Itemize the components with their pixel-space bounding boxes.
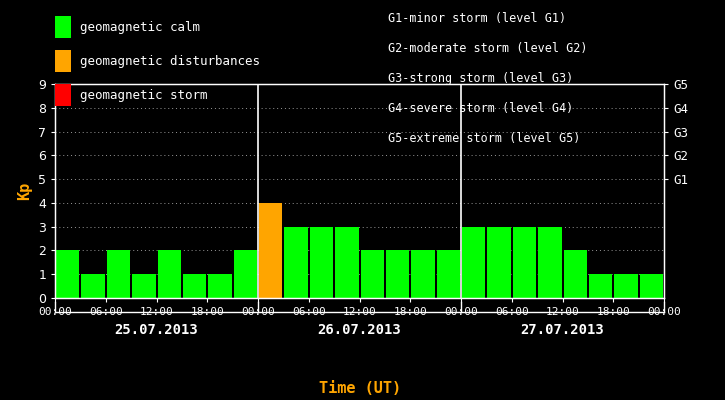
Bar — [614, 274, 638, 298]
Text: G4-severe storm (level G4): G4-severe storm (level G4) — [388, 102, 573, 115]
Text: geomagnetic disturbances: geomagnetic disturbances — [80, 54, 260, 68]
Bar — [56, 250, 80, 298]
Text: G2-moderate storm (level G2): G2-moderate storm (level G2) — [388, 42, 587, 55]
Bar — [81, 274, 105, 298]
Bar — [259, 203, 283, 298]
Text: 25.07.2013: 25.07.2013 — [115, 323, 199, 337]
Y-axis label: Kp: Kp — [17, 182, 33, 200]
Bar — [183, 274, 207, 298]
Text: geomagnetic calm: geomagnetic calm — [80, 20, 200, 34]
Bar — [360, 250, 384, 298]
Bar — [386, 250, 410, 298]
Text: Time (UT): Time (UT) — [318, 381, 401, 396]
Bar — [639, 274, 663, 298]
Text: G3-strong storm (level G3): G3-strong storm (level G3) — [388, 72, 573, 85]
Bar — [411, 250, 435, 298]
Bar — [538, 227, 562, 298]
Bar — [436, 250, 460, 298]
Bar — [157, 250, 181, 298]
Text: geomagnetic storm: geomagnetic storm — [80, 88, 207, 102]
Bar — [107, 250, 130, 298]
Bar — [487, 227, 511, 298]
Bar — [563, 250, 587, 298]
Bar — [513, 227, 536, 298]
Bar — [310, 227, 334, 298]
Bar — [462, 227, 486, 298]
Bar — [589, 274, 613, 298]
Bar — [132, 274, 156, 298]
Text: G5-extreme storm (level G5): G5-extreme storm (level G5) — [388, 132, 580, 145]
Bar — [284, 227, 308, 298]
Bar — [208, 274, 232, 298]
Bar — [233, 250, 257, 298]
Text: 26.07.2013: 26.07.2013 — [318, 323, 402, 337]
Text: 27.07.2013: 27.07.2013 — [521, 323, 605, 337]
Text: G1-minor storm (level G1): G1-minor storm (level G1) — [388, 12, 566, 25]
Bar — [335, 227, 359, 298]
